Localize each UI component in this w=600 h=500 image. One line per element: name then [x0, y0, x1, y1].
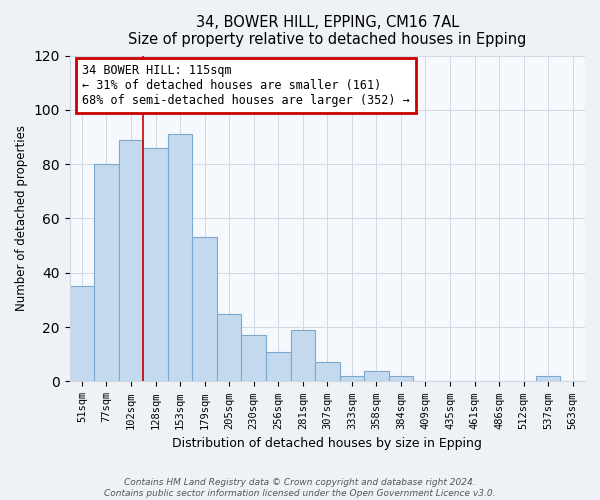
Title: 34, BOWER HILL, EPPING, CM16 7AL
Size of property relative to detached houses in: 34, BOWER HILL, EPPING, CM16 7AL Size of… [128, 15, 527, 48]
Y-axis label: Number of detached properties: Number of detached properties [15, 126, 28, 312]
Bar [217, 314, 241, 382]
Bar [143, 148, 168, 382]
Bar [315, 362, 340, 382]
X-axis label: Distribution of detached houses by size in Epping: Distribution of detached houses by size … [172, 437, 482, 450]
Bar [168, 134, 193, 382]
Bar [241, 336, 266, 382]
Bar [389, 376, 413, 382]
Bar [266, 352, 290, 382]
Bar [536, 376, 560, 382]
Bar [193, 238, 217, 382]
Bar [119, 140, 143, 382]
Bar [70, 286, 94, 382]
Bar [290, 330, 315, 382]
Bar [364, 370, 389, 382]
Bar [94, 164, 119, 382]
Bar [340, 376, 364, 382]
Text: 34 BOWER HILL: 115sqm
← 31% of detached houses are smaller (161)
68% of semi-det: 34 BOWER HILL: 115sqm ← 31% of detached … [82, 64, 410, 106]
Text: Contains HM Land Registry data © Crown copyright and database right 2024.
Contai: Contains HM Land Registry data © Crown c… [104, 478, 496, 498]
